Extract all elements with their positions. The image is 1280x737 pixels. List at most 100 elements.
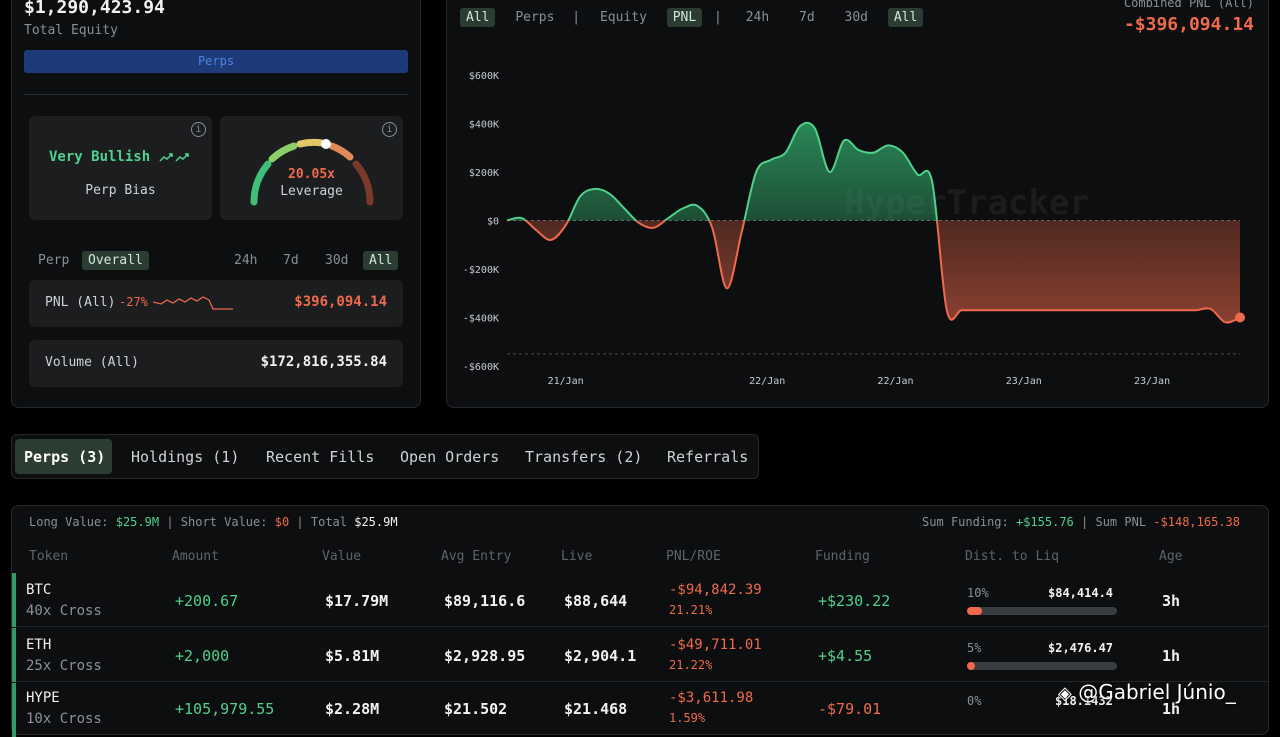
total-equity-value: $1,290,423.94	[24, 0, 165, 18]
pnl-area-negative	[507, 220, 1240, 323]
pnl-percent: -27%	[119, 295, 148, 309]
table-row[interactable]: BTC 40x Cross +200.67 $17.79M $89,116.6 …	[12, 573, 1268, 627]
value: $2.28M	[325, 700, 380, 718]
range-30d[interactable]: 30d	[325, 253, 349, 268]
x-tick-label: 23/Jan	[1006, 376, 1042, 387]
long-value: $25.9M	[115, 515, 160, 529]
column-header[interactable]: Dist. to Liq	[965, 549, 1059, 564]
tab-perps[interactable]: Perps (3)	[24, 448, 106, 466]
sum-funding-label: Sum Funding:	[922, 515, 1009, 529]
filter-separator: |	[572, 10, 581, 25]
tab-open-orders[interactable]: Open Orders	[400, 448, 500, 466]
liq-price: $18.1432	[1055, 694, 1113, 708]
y-tick-label: -$400K	[463, 314, 499, 325]
positions-panel: Long Value: $25.9M | Short Value: $0 | T…	[11, 505, 1269, 737]
range-24h[interactable]: 24h	[745, 10, 770, 25]
total-equity-label: Total Equity	[24, 23, 118, 38]
pnl-value: -$3,611.98	[669, 690, 754, 706]
liq-distance: 10%	[967, 586, 989, 600]
funding: +$230.22	[818, 592, 891, 610]
leverage-card: i 20.05x Leverage	[220, 116, 403, 220]
column-header[interactable]: Live	[561, 549, 593, 564]
tab-bar	[11, 434, 759, 479]
token-symbol[interactable]: BTC	[26, 582, 52, 598]
range-7d[interactable]: 7d	[283, 253, 299, 268]
table-row[interactable]: ETH 25x Cross +2,000 $5.81M $2,928.95 $2…	[12, 628, 1268, 682]
filter-equity[interactable]: Equity	[599, 10, 647, 25]
range-30d[interactable]: 30d	[844, 10, 868, 25]
x-tick-label: 22/Jan	[749, 376, 785, 387]
token-symbol[interactable]: HYPE	[26, 690, 60, 706]
y-tick-label: $600K	[469, 71, 499, 82]
filter-perp[interactable]: Perp	[38, 253, 70, 268]
pnl-chart[interactable]: $600K $400K $200K $0 -$200K -$400K -$600K 21/J…	[447, 0, 1270, 409]
y-tick-label: -$600K	[463, 362, 499, 373]
avg-entry: $21.502	[444, 700, 508, 718]
y-tick-label: $0	[487, 217, 499, 228]
pnl-value: $396,094.14	[294, 294, 387, 310]
range-24h[interactable]: 24h	[234, 253, 258, 268]
tab-recent-fills[interactable]: Recent Fills	[266, 448, 375, 466]
volume-row: Volume (All) $172,816,355.84	[29, 340, 403, 387]
range-all[interactable]: All	[887, 8, 924, 27]
live-price: $2,904.1	[564, 647, 637, 665]
total-value: $25.9M	[354, 515, 398, 529]
pnl-area-positive	[507, 122, 1240, 221]
summary-separator: |	[1081, 515, 1089, 529]
info-icon[interactable]: i	[191, 122, 206, 137]
avg-entry: $2,928.95	[444, 647, 526, 665]
liq-bar-fill	[967, 662, 975, 670]
column-header[interactable]: Token	[29, 549, 69, 564]
live-price: $88,644	[564, 592, 628, 610]
age: 3h	[1162, 592, 1181, 610]
credit-text: @Gabriel Júnio_	[1078, 680, 1236, 704]
tab-referrals[interactable]: Referrals	[667, 448, 749, 466]
live-price: $21.468	[564, 700, 628, 718]
tab-transfers[interactable]: Transfers (2)	[525, 448, 643, 466]
filter-pnl[interactable]: PNL	[666, 8, 703, 27]
funding: +$4.55	[818, 647, 873, 665]
perp-bias-card: i Very Bullish Perp Bias	[29, 116, 212, 220]
filter-separator: |	[714, 10, 722, 25]
filter-overall[interactable]: Overall	[82, 251, 149, 270]
liq-bar	[967, 662, 1117, 670]
funding: -$79.01	[818, 700, 882, 718]
column-header[interactable]: Age	[1159, 549, 1183, 564]
volume-label: Volume (All)	[45, 355, 139, 370]
token-symbol[interactable]: ETH	[26, 637, 52, 653]
column-header[interactable]: Avg Entry	[441, 549, 512, 564]
tab-active-bg	[15, 439, 112, 474]
diamond-logo-icon: ◈	[1058, 683, 1072, 704]
leverage-gauge	[250, 138, 374, 206]
chart-panel: All Perps | Equity PNL | 24h 7d 30d All …	[446, 0, 1269, 408]
divider	[24, 94, 408, 95]
age: 1h	[1162, 700, 1181, 718]
pnl-sparkline	[153, 296, 233, 310]
range-all[interactable]: All	[363, 251, 399, 270]
filter-all[interactable]: All	[460, 8, 496, 27]
sum-pnl-label: Sum PNL	[1095, 515, 1147, 529]
column-header[interactable]: Funding	[815, 549, 870, 564]
liq-bar-fill	[967, 607, 982, 615]
row-accent	[12, 628, 16, 682]
amount: +200.67	[175, 592, 239, 610]
info-icon[interactable]: i	[382, 122, 397, 137]
table-row[interactable]: HYPE 10x Cross +105,979.55 $2.28M $21.50…	[12, 683, 1268, 737]
column-header[interactable]: Amount	[172, 549, 219, 564]
column-header[interactable]: Value	[322, 549, 362, 564]
column-header[interactable]: PNL/ROE	[666, 549, 721, 564]
long-value-label: Long Value:	[29, 515, 109, 529]
token-leverage: 25x Cross	[26, 658, 102, 674]
row-accent	[12, 683, 16, 737]
tab-holdings[interactable]: Holdings (1)	[131, 448, 240, 466]
summary-right: Sum Funding: +$155.76 | Sum PNL -$148,16…	[922, 515, 1240, 529]
pnl-line-negative	[507, 220, 1241, 324]
pnl-row: PNL (All) -27% $396,094.14	[29, 280, 403, 327]
perps-allocation-bar: Perps	[24, 50, 408, 73]
pnl-value: -$49,711.01	[669, 637, 762, 653]
total-value-label: Total	[310, 515, 347, 529]
leverage-value: 20.05x	[288, 167, 335, 182]
range-7d[interactable]: 7d	[799, 10, 815, 25]
roe-value: 21.22%	[669, 658, 713, 672]
filter-perps[interactable]: Perps	[515, 10, 555, 25]
